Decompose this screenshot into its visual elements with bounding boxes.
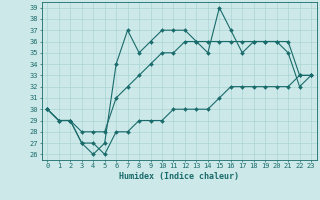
X-axis label: Humidex (Indice chaleur): Humidex (Indice chaleur) bbox=[119, 172, 239, 181]
